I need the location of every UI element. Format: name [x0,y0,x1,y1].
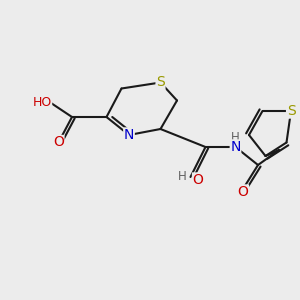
Text: HO: HO [32,95,52,109]
Text: H: H [178,170,187,184]
Text: S: S [156,76,165,89]
Text: O: O [238,185,248,199]
Text: N: N [230,140,241,154]
Text: O: O [53,136,64,149]
Text: H: H [231,131,240,144]
Text: S: S [286,104,296,118]
Text: O: O [193,173,203,187]
Text: N: N [124,128,134,142]
